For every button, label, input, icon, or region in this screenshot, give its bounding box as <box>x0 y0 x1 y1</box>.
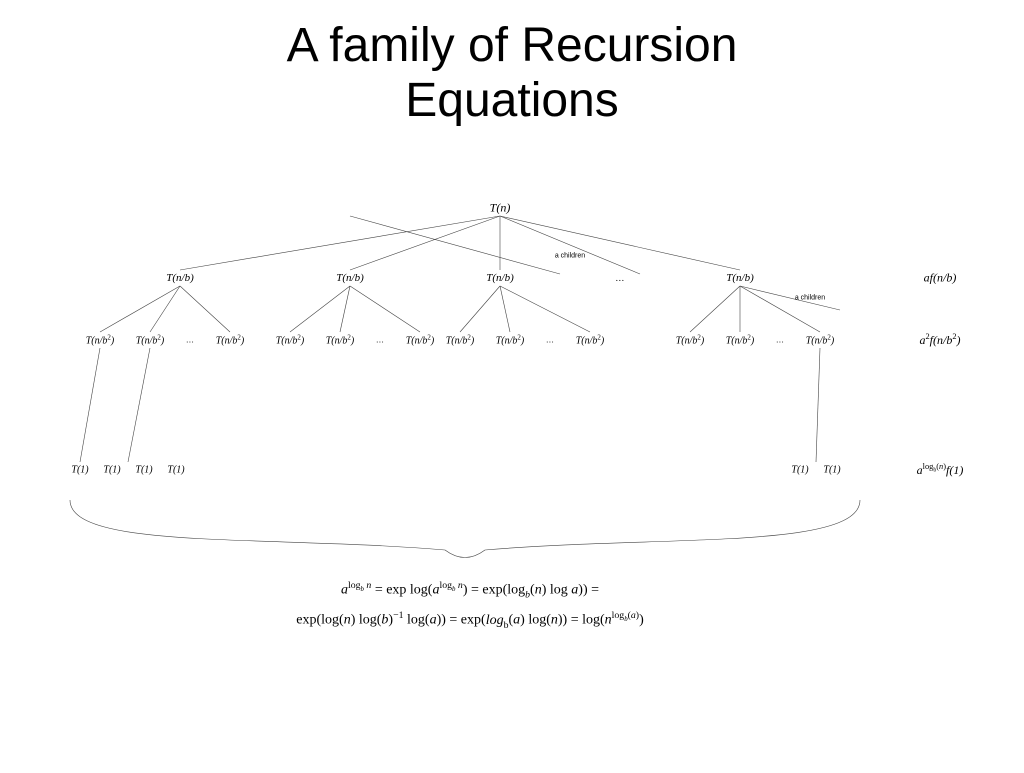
level1-node: T(n/b) <box>336 272 364 284</box>
equation-line: alogb n = exp log(alogb n) = exp(logb(n)… <box>341 580 599 600</box>
level2-node: T(n/b2) <box>806 333 835 346</box>
level1-node: T(n/b) <box>486 272 514 284</box>
dots: … <box>776 336 783 345</box>
diagram-canvas: T(n) T(n/b) T(n/b) T(n/b) T(n/b) … a children a… <box>0 0 1024 768</box>
annotation-a-children: a children <box>555 253 585 260</box>
leaf-node: T(1) <box>167 465 184 476</box>
level2-node: T(n/b2) <box>276 333 305 346</box>
level2-node: T(n/b2) <box>676 333 705 346</box>
dots: … <box>186 336 193 345</box>
level2-node: T(n/b2) <box>326 333 355 346</box>
level2-node: T(n/b2) <box>216 333 245 346</box>
side-label: af(n/b) <box>924 271 957 286</box>
leaf-node: T(1) <box>103 465 120 476</box>
level2-node: T(n/b2) <box>576 333 605 346</box>
leaf-node: T(1) <box>71 465 88 476</box>
root-node: T(n) <box>490 201 511 216</box>
side-label: a2f(n/b2) <box>919 332 960 348</box>
dots: … <box>616 273 624 283</box>
level2-node: T(n/b2) <box>446 333 475 346</box>
level2-node: T(n/b2) <box>136 333 165 346</box>
level2-node: T(n/b2) <box>726 333 755 346</box>
edge-layer <box>0 0 1024 768</box>
equation-line: exp(log(n) log(b)−1 log(a)) = exp(logb(a… <box>296 610 643 630</box>
side-label: alogb(n)f(1) <box>917 462 964 478</box>
level1-node: T(n/b) <box>166 272 194 284</box>
leaf-node: T(1) <box>791 465 808 476</box>
leaf-node: T(1) <box>135 465 152 476</box>
dots: … <box>546 336 553 345</box>
dots: … <box>376 336 383 345</box>
level1-node: T(n/b) <box>726 272 754 284</box>
leaf-node: T(1) <box>823 465 840 476</box>
level2-node: T(n/b2) <box>406 333 435 346</box>
annotation-a-children: a children <box>795 295 825 302</box>
level2-node: T(n/b2) <box>496 333 525 346</box>
level2-node: T(n/b2) <box>86 333 115 346</box>
